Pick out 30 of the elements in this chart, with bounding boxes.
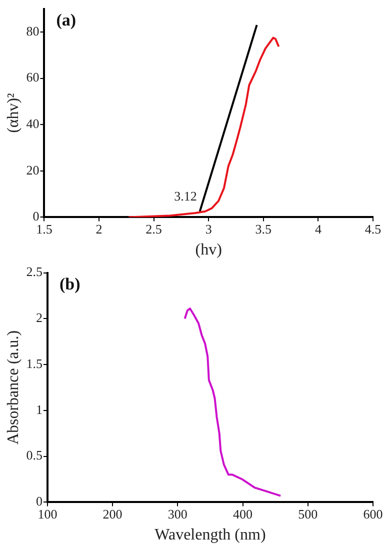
x-tick-label: 2 bbox=[96, 221, 102, 236]
chart-title: (b) bbox=[59, 274, 80, 294]
y-axis-title: Absorbance (a.u.) bbox=[4, 330, 22, 445]
y-tick-label: 80 bbox=[26, 23, 40, 38]
y-tick-label: 2.5 bbox=[26, 264, 42, 280]
x-tick-label: 3.5 bbox=[255, 221, 272, 236]
x-tick-label: 3 bbox=[205, 221, 212, 236]
y-axis-title: (αhv)² bbox=[4, 92, 22, 133]
x-tick-label: 2.5 bbox=[146, 221, 162, 236]
x-tick-label: 400 bbox=[233, 506, 253, 522]
y-tick-label: 40 bbox=[26, 116, 40, 131]
x-axis-title: (hv) bbox=[195, 242, 222, 259]
y-tick-label: 20 bbox=[26, 162, 40, 178]
x-tick-label: 300 bbox=[168, 506, 188, 522]
y-tick-label: 0 bbox=[32, 208, 40, 224]
y-tick-label: 1.5 bbox=[26, 356, 42, 371]
x-tick-label: 200 bbox=[102, 506, 122, 522]
x-tick-label: 4 bbox=[314, 221, 322, 236]
y-tick-label: 2 bbox=[36, 310, 42, 326]
y-tick-label: 0 bbox=[36, 494, 42, 509]
x-tick-label: 600 bbox=[363, 506, 383, 522]
y-tick-label: 1 bbox=[36, 402, 42, 417]
chart-title: (a) bbox=[56, 10, 76, 30]
annotation: 3.12 bbox=[174, 188, 197, 204]
y-tick-label: 0.5 bbox=[26, 448, 42, 463]
x-tick-label: 500 bbox=[298, 506, 318, 522]
y-tick-label: 60 bbox=[26, 70, 40, 85]
x-tick-label: 4.5 bbox=[364, 221, 382, 236]
x-tick-label: 100 bbox=[38, 506, 58, 522]
x-axis-title: Wavelength (nm) bbox=[154, 526, 266, 544]
